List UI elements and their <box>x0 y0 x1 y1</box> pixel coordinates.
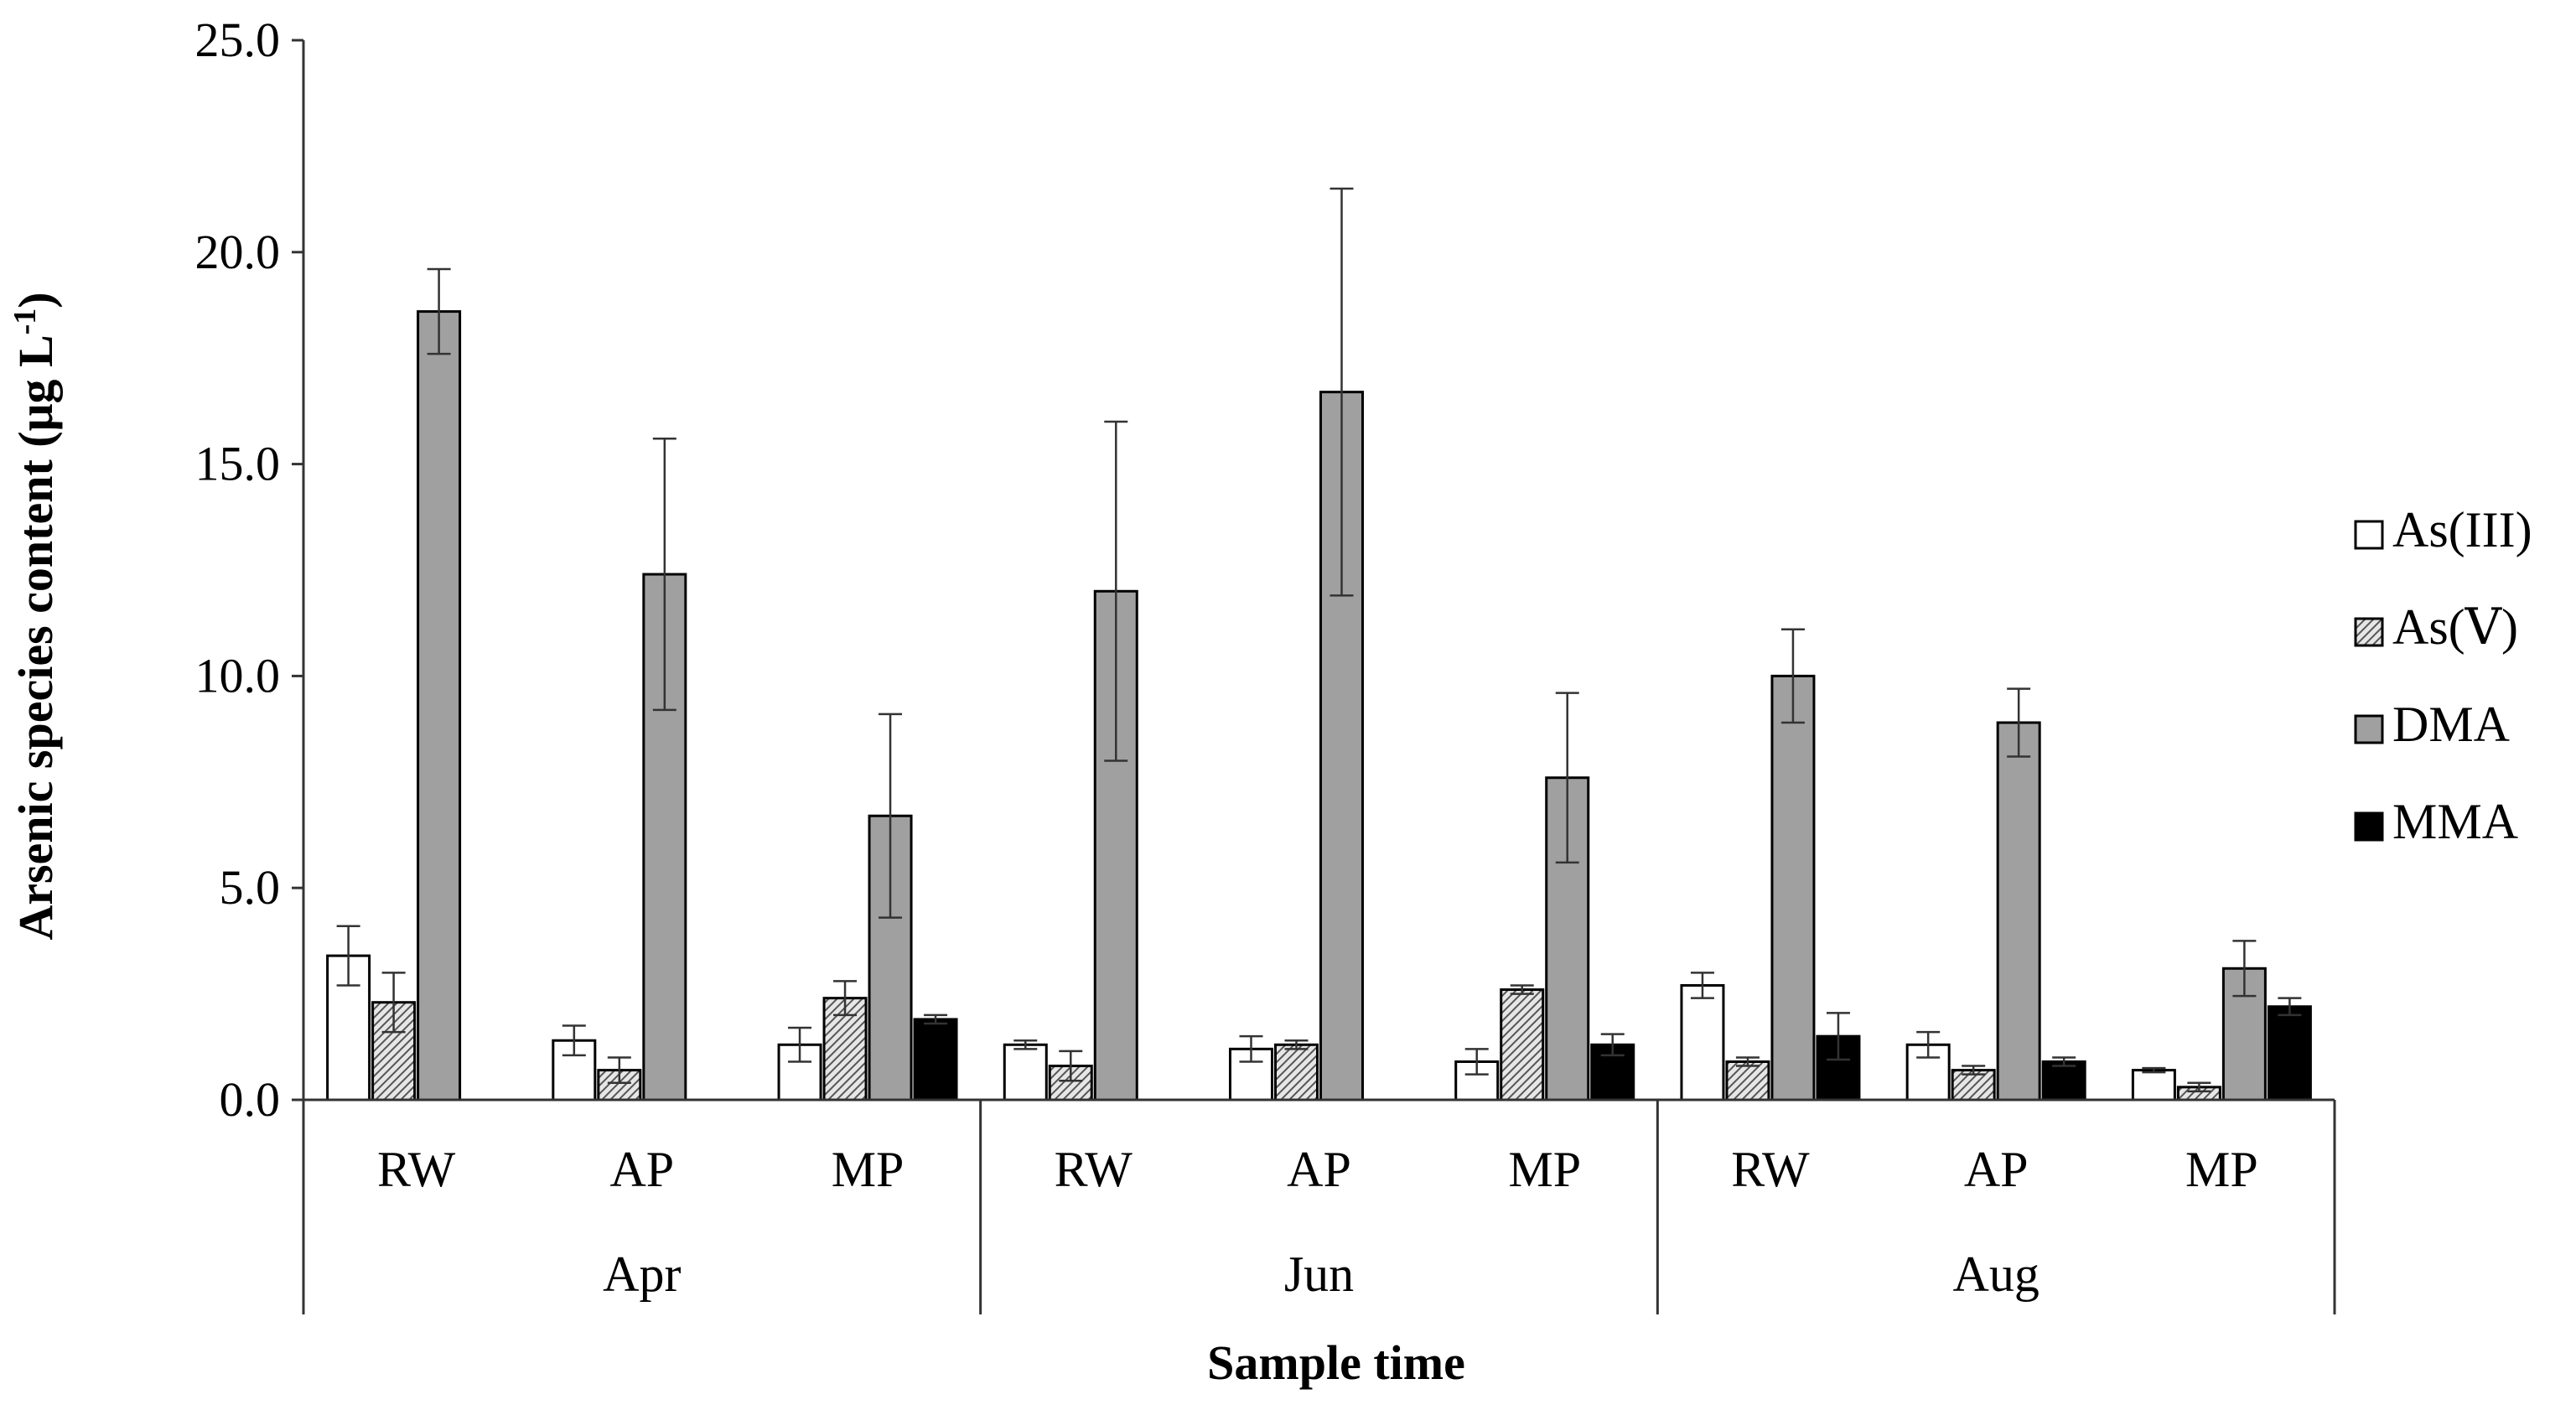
x-axis-title: Sample time <box>1207 1335 1465 1390</box>
x-category-label: AP <box>609 1142 674 1197</box>
x-group-label: Apr <box>603 1247 681 1302</box>
y-tick-label: 5.0 <box>220 860 281 915</box>
y-tick-label: 0.0 <box>220 1072 281 1127</box>
x-category-label: RW <box>1055 1142 1133 1197</box>
legend-label: DMA <box>2392 697 2510 752</box>
x-category-label: AP <box>1287 1142 1351 1197</box>
bar-as <box>1725 1060 1770 1102</box>
bar-dma <box>1996 721 2041 1102</box>
bar-dma <box>1770 674 1816 1102</box>
y-tick-label: 10.0 <box>195 648 281 702</box>
bar-dma <box>417 310 462 1102</box>
y-tick-label: 25.0 <box>195 13 281 67</box>
bar-asiii <box>2131 1069 2176 1102</box>
legend-swatch <box>2354 714 2384 744</box>
x-category-label: RW <box>1731 1142 1810 1197</box>
x-category-label: MP <box>2185 1142 2258 1197</box>
bar-asiii <box>1680 983 1725 1102</box>
x-category-label: RW <box>377 1142 456 1197</box>
x-group-label: Jun <box>1284 1247 1354 1302</box>
y-axis-title-superscript: -1 <box>8 308 43 335</box>
legend-label: As(III) <box>2392 502 2532 557</box>
legend-label: As(Ⅴ) <box>2392 599 2518 655</box>
bar-as <box>1274 1043 1319 1102</box>
x-group-label: Aug <box>1952 1247 2039 1302</box>
x-category-label: AP <box>1964 1142 2029 1197</box>
legend-swatch <box>2354 811 2384 842</box>
legend-swatch <box>2354 617 2384 647</box>
bar-as <box>1500 988 1545 1102</box>
y-axis-title: Arsenic species content (μg L-1) <box>8 292 63 940</box>
bar-mma <box>2041 1060 2086 1102</box>
bar-asiii <box>1003 1043 1048 1102</box>
y-tick-label: 15.0 <box>195 437 281 491</box>
legend-label: MMA <box>2392 794 2518 849</box>
bar-asiii <box>1229 1047 1273 1102</box>
x-category-label: MP <box>1508 1142 1581 1197</box>
bar-mma <box>913 1018 958 1102</box>
x-category-label: MP <box>832 1142 904 1197</box>
y-tick-label: 20.0 <box>195 225 281 279</box>
bar-mma <box>2267 1005 2312 1102</box>
legend-swatch <box>2354 520 2384 550</box>
